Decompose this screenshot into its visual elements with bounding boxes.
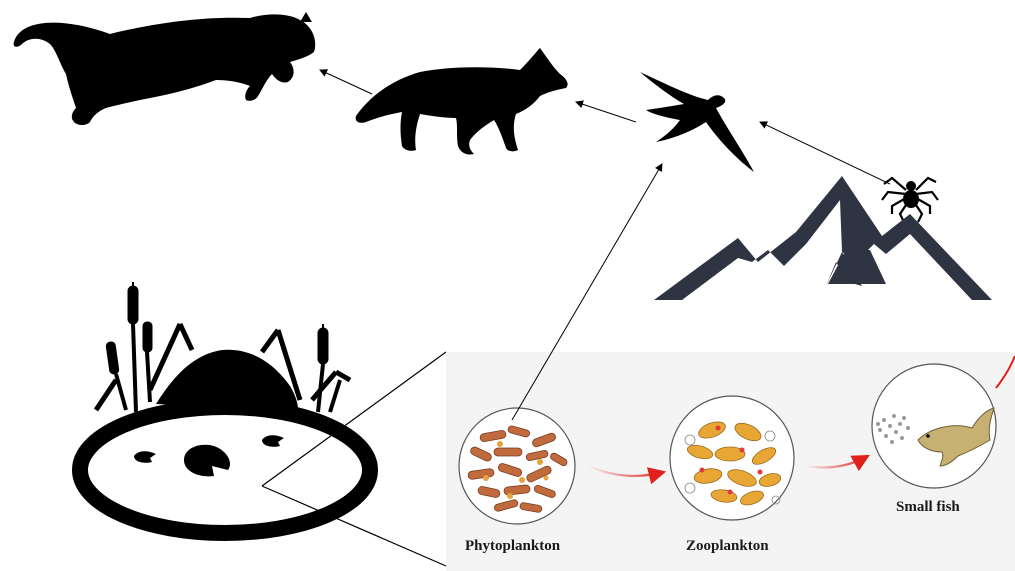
zooplankton-label: Zooplankton [686,538,769,554]
phytoplankton-label: Phytoplankton [465,538,561,554]
swallow-to-coyote-arrow [575,100,637,123]
pond-with-cattails-icon [72,282,447,567]
coyote-to-cougar-arrow [319,69,373,95]
small-fish-label: Small fish [896,499,960,515]
fish-exit-arrow [995,355,1015,389]
zooplankton-circle [669,395,795,521]
phytoplankton-circle [458,407,576,525]
spider-icon [881,176,939,223]
mountains-icon [654,176,992,300]
spider-to-swallow-arrow [759,121,891,185]
phyto-to-zoo-arrow [587,464,667,485]
small-fish-circle [871,363,997,489]
phytoplankton-to-swallow-arrow [511,163,663,421]
coyote-silhouette-icon [355,48,568,155]
swallow-silhouette-icon [640,72,754,172]
cougar-silhouette-icon [13,12,316,126]
zoo-to-fish-arrow [805,454,870,472]
